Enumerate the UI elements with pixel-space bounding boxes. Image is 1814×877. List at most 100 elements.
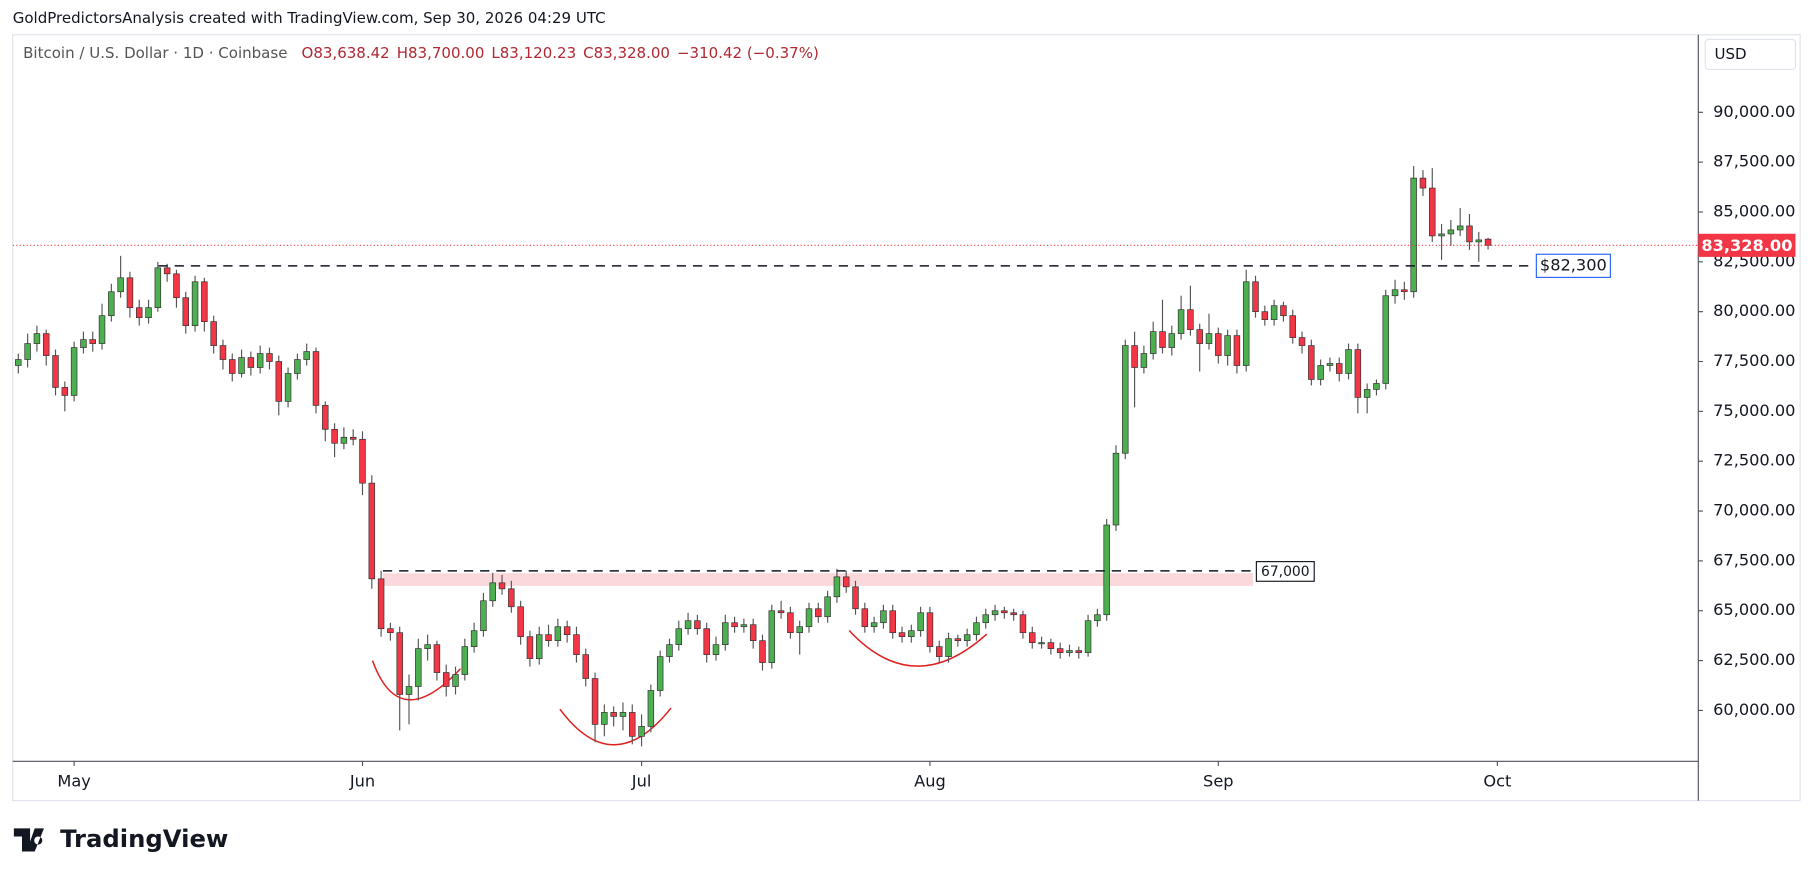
candle-body — [1103, 524, 1110, 616]
candle-body — [973, 622, 980, 636]
candle-body — [368, 482, 376, 580]
candle-body — [98, 315, 106, 344]
y-tick-label: 67,500.00 — [1713, 550, 1795, 569]
candle-body — [833, 576, 841, 598]
candle-body — [1056, 648, 1064, 653]
candle-body — [908, 630, 915, 638]
candle-body — [42, 333, 50, 356]
logo-text: TradingView — [60, 824, 228, 853]
y-tick-label: 72,500.00 — [1713, 451, 1795, 470]
y-tick-label: 87,500.00 — [1713, 152, 1795, 171]
candle-body — [1475, 239, 1483, 243]
candle-body — [917, 612, 924, 632]
currency[interactable]: USD — [1715, 45, 1747, 63]
candle-body — [666, 644, 673, 657]
candle-body — [1094, 614, 1101, 622]
y-tick-label: 85,000.00 — [1713, 201, 1795, 220]
candle-body — [545, 634, 552, 641]
candle-body — [70, 347, 78, 396]
y-tick-label: 60,000.00 — [1713, 700, 1795, 719]
candle-body — [15, 359, 22, 366]
candle-body — [1038, 642, 1045, 645]
candle-body — [991, 610, 999, 616]
pattern-arc — [848, 630, 988, 667]
candle-body — [936, 646, 943, 657]
candle-body — [1298, 337, 1306, 346]
candle-body — [1336, 363, 1343, 374]
candle-body — [1196, 329, 1203, 344]
candle-body — [954, 638, 962, 641]
candle-body — [675, 628, 683, 645]
legend: Bitcoin / U.S. Dollar · 1D · Coinbase O8… — [23, 44, 819, 62]
candle-body — [703, 628, 710, 655]
y-tick-label: 65,000.00 — [1713, 600, 1795, 619]
candle-body — [1168, 333, 1176, 348]
candle-body — [238, 357, 245, 374]
candle-body — [219, 345, 227, 360]
candle-body — [1466, 225, 1473, 243]
candle-body — [573, 634, 580, 655]
candle-body — [629, 712, 636, 737]
y-tick-label: 77,500.00 — [1713, 351, 1795, 370]
candle-body — [135, 307, 143, 319]
y-tick-label: 90,000.00 — [1713, 102, 1795, 121]
breakout-zone — [382, 573, 1253, 586]
level-label-box — [1255, 561, 1315, 582]
candle-body — [256, 353, 264, 368]
currency-box[interactable] — [1704, 38, 1797, 71]
candle-body — [470, 630, 478, 647]
ohlc-value: O83,638.42 — [302, 44, 390, 62]
candle-body — [145, 307, 152, 319]
candle-body — [517, 606, 524, 638]
candle-body — [610, 712, 617, 717]
candle-body — [805, 608, 813, 628]
candle-body — [926, 612, 934, 647]
candle-body — [108, 291, 115, 317]
candle-body — [1484, 238, 1492, 246]
candle-body — [442, 672, 450, 687]
candle-body — [647, 690, 655, 727]
candle-body — [1373, 383, 1380, 390]
last-price-tag — [1698, 233, 1796, 257]
candle-body — [349, 436, 357, 440]
candle-body — [1029, 632, 1036, 643]
candle-body — [284, 373, 292, 402]
candle-body — [182, 297, 189, 326]
candle-body — [1149, 331, 1157, 354]
candle-body — [1401, 289, 1408, 293]
candle-body — [461, 646, 469, 675]
candle-body — [396, 632, 403, 695]
candle-body — [722, 622, 729, 645]
candle-body — [163, 267, 171, 275]
ohlc-value: C83,328.00 — [583, 44, 670, 62]
candle-body — [1456, 225, 1464, 231]
candle-body — [1326, 363, 1334, 366]
candle-body — [963, 634, 971, 641]
candle-body — [89, 339, 96, 344]
candle-body — [852, 586, 859, 610]
x-tick-label: Oct — [1483, 772, 1511, 791]
candle-body — [889, 610, 896, 634]
candle-body — [749, 624, 757, 641]
candle-body — [740, 624, 748, 628]
candle-body — [1270, 305, 1278, 321]
candle-body — [1224, 335, 1231, 356]
candle-body — [768, 610, 776, 663]
candle-body — [619, 712, 627, 717]
symbol-title: Bitcoin / U.S. Dollar · 1D · Coinbase — [23, 44, 287, 62]
candle-body — [312, 351, 320, 406]
last-price-label: 83,328.00 — [1701, 236, 1792, 255]
candle-body — [1140, 353, 1148, 368]
y-tick-label: 75,000.00 — [1713, 401, 1795, 420]
candle-body — [1205, 333, 1213, 344]
y-tick-label: 80,000.00 — [1713, 301, 1795, 320]
candle-body — [870, 622, 878, 628]
candle-body — [1159, 331, 1166, 348]
ohlc-value: H83,700.00 — [397, 44, 485, 62]
candle-body — [684, 620, 692, 630]
candle-body — [1429, 187, 1436, 237]
candle-body — [229, 359, 236, 374]
candle-body — [787, 612, 794, 634]
candle-body — [489, 582, 496, 602]
